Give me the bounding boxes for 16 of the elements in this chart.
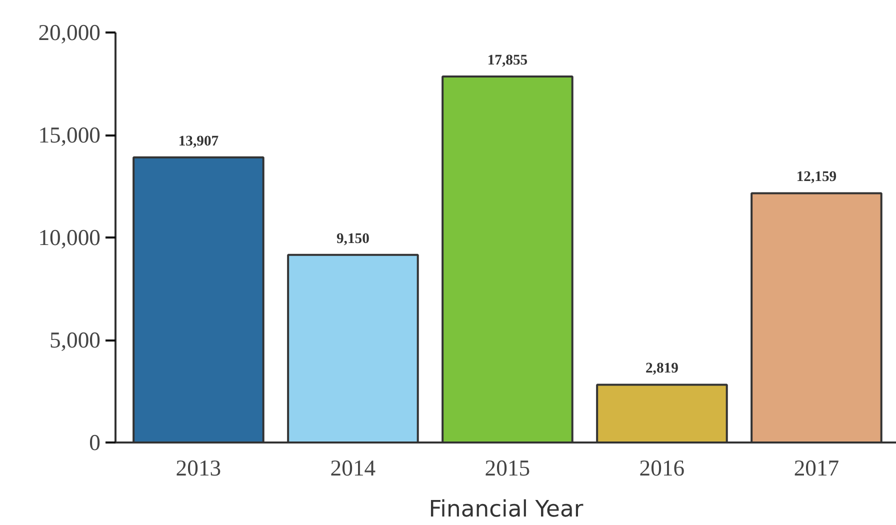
- x-tick-label: 2015: [484, 456, 530, 480]
- y-tick-label: 15,000: [38, 122, 101, 148]
- data-label: 17,855: [487, 52, 528, 68]
- y-tick-label: 10,000: [38, 225, 101, 250]
- data-label: 12,159: [796, 169, 837, 186]
- y-tick-label: 20,000: [38, 20, 101, 45]
- data-label: 13,907: [178, 133, 219, 150]
- data-label: 2,819: [645, 360, 678, 377]
- y-tick-label: 0: [89, 430, 100, 455]
- x-tick-label: 2014: [330, 456, 376, 480]
- x-tick-label: 2017: [794, 456, 840, 480]
- y-tick-label: 5,000: [50, 328, 101, 352]
- x-tick-label: 2013: [176, 456, 222, 480]
- x-tick-label: 2016: [639, 456, 685, 480]
- data-label: 9,150: [336, 230, 370, 247]
- x-axis-title: Financial Year: [428, 496, 584, 522]
